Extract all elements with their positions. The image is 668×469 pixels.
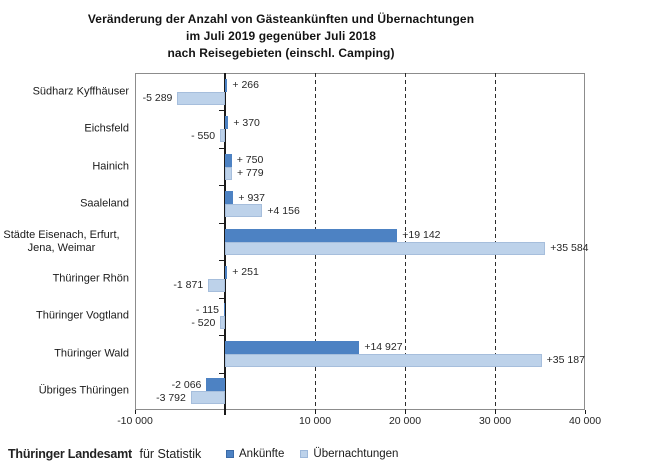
chart-title: Veränderung der Anzahl von Gästeankünfte… [0,11,562,62]
category-label: Thüringer Vogtland [36,309,129,322]
category-axis-tick [219,335,226,337]
value-label-uebernachtungen: -1 871 [173,279,204,292]
category-axis-tick [219,297,226,299]
value-label-uebernachtungen: -5 289 [142,92,173,105]
value-label-uebernachtungen: +35 187 [546,354,585,367]
value-label-uebernachtungen: + 779 [237,167,264,180]
value-label-uebernachtungen: +4 156 [267,204,300,217]
x-axis-tick [134,410,136,414]
value-label-uebernachtungen: -3 792 [156,391,186,404]
category-label: Saaleland [80,197,129,210]
value-label-ankuenfte: + 251 [232,266,259,279]
footer: Thüringer Landesamt für Statistik [8,447,201,461]
category-axis-tick [219,110,226,112]
value-label-ankuenfte: + 370 [233,116,260,129]
category-axis-tick [219,260,226,262]
value-label-ankuenfte: - 115 [195,303,219,316]
chart-title-line-3: nach Reisegebieten (einschl. Camping) [167,46,395,60]
legend-swatch-ankuenfte [226,450,234,458]
value-label-ankuenfte: + 266 [232,79,259,92]
category-axis-tick [219,147,226,149]
category-label: Südharz Kyffhäuser [32,85,129,98]
x-axis-tick [314,410,316,414]
legend-item-ankuenfte: Ankünfte [226,448,284,460]
value-label-ankuenfte: + 937 [238,191,265,204]
x-tick-label: 40 000 [568,415,602,427]
x-tick-label: 20 000 [388,415,422,427]
chart-title-line-1: Veränderung der Anzahl von Gästeankünfte… [87,12,475,26]
category-axis-tick [219,185,226,187]
bar-ankuenfte [225,116,229,130]
bar-ankuenfte [225,340,360,354]
category-label: Eichsfeld [84,122,129,135]
bar-ankuenfte [225,228,398,242]
bar-ankuenfte [225,191,234,205]
bar-uebernachtungen [220,129,225,143]
x-tick-label: 30 000 [478,415,512,427]
x-axis-tick [584,410,586,414]
plot-frame [135,73,585,410]
value-label-uebernachtungen: - 520 [191,316,216,329]
x-tick-label: 10 000 [298,415,332,427]
bar-ankuenfte [206,378,225,392]
x-axis-tick [404,410,406,414]
bar-uebernachtungen [225,204,263,218]
legend-label-uebernachtungen: Übernachtungen [313,448,399,460]
bar-uebernachtungen [225,241,546,255]
category-label: Thüringer Wald [54,347,129,360]
bar-uebernachtungen [177,91,225,105]
footer-org-name: Thüringer Landesamt [8,447,132,461]
value-label-uebernachtungen: - 550 [191,129,216,142]
x-axis-tick [494,410,496,414]
value-label-ankuenfte: +19 142 [402,229,441,241]
value-label-ankuenfte: + 750 [236,154,264,167]
value-label-ankuenfte: +14 927 [364,341,403,354]
bar-uebernachtungen [208,278,225,292]
footer-org-suffix: für Statistik [139,447,202,461]
bar-ankuenfte [225,153,232,167]
value-label-uebernachtungen: +35 584 [550,242,589,254]
bar-ankuenfte [225,78,228,92]
category-label: Thüringer Rhön [52,272,129,285]
bar-uebernachtungen [220,316,225,330]
bar-uebernachtungen [225,353,542,367]
category-axis-tick [219,372,226,374]
category-axis-tick [219,222,226,224]
bar-ankuenfte [223,303,225,317]
category-label: Übriges Thüringen [38,384,129,397]
legend-item-uebernachtungen: Übernachtungen [300,448,398,460]
legend-swatch-uebernachtungen [300,450,309,458]
bar-ankuenfte [225,265,228,279]
category-label: Städte Eisenach, Erfurt, Jena, Weimar [3,228,120,254]
category-label: Hainich [92,160,129,173]
chart-title-line-2: im Juli 2019 gegenüber Juli 2018 [186,29,376,43]
x-tick-label: -10 000 [117,415,153,427]
value-label-ankuenfte: -2 066 [171,378,202,391]
legend: Ankünfte Übernachtungen [226,448,398,460]
bar-uebernachtungen [225,166,232,180]
bar-uebernachtungen [190,391,225,405]
legend-label-ankuenfte: Ankünfte [239,448,285,460]
